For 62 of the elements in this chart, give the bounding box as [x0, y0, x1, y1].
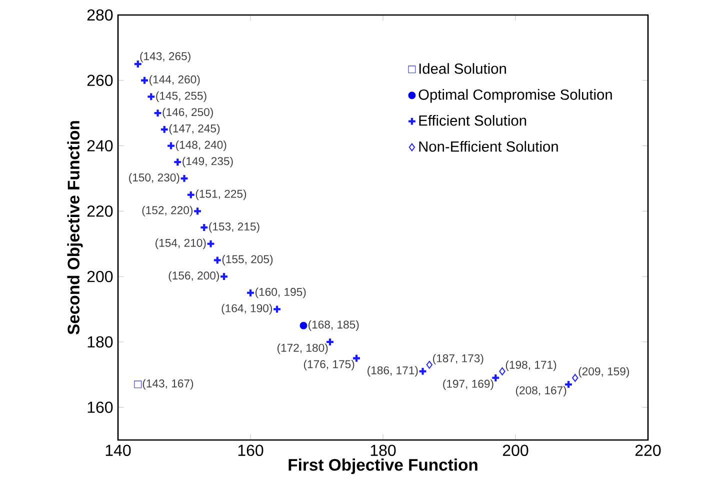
- legend-label: Ideal Solution: [419, 63, 506, 74]
- y-tick-label: 240: [87, 140, 113, 152]
- data-label: (151, 225): [196, 190, 246, 200]
- data-label: (176, 175): [304, 360, 354, 370]
- point: [146, 92, 156, 102]
- x-tick-label: 180: [370, 444, 396, 456]
- point: [426, 360, 433, 369]
- point: [186, 190, 196, 200]
- data-label: (187, 173): [433, 354, 484, 365]
- data-label: (154, 210): [156, 238, 206, 250]
- point: [219, 272, 229, 282]
- x-tick-label: 140: [106, 444, 131, 456]
- point: [140, 76, 150, 85]
- data-label: (145, 255): [156, 91, 206, 102]
- data-label: (160, 195): [255, 288, 306, 298]
- point: [272, 304, 282, 314]
- data-label: (144, 260): [149, 75, 200, 86]
- y-tick-label: 180: [88, 336, 113, 348]
- data-label: (143, 167): [142, 379, 194, 390]
- legend-label: Optimal Compromise Solution: [418, 89, 612, 103]
- point: [166, 141, 176, 150]
- data-label: (155, 205): [222, 254, 273, 266]
- data-label: (197, 169): [443, 379, 494, 390]
- data-label: (143, 265): [140, 52, 190, 62]
- point: [212, 256, 222, 265]
- data-label: (156, 200): [168, 271, 220, 282]
- point: [418, 366, 428, 376]
- data-label: (164, 190): [222, 304, 272, 314]
- data-label: (149, 235): [182, 156, 233, 168]
- data-label: (150, 230): [129, 173, 180, 184]
- point: [173, 158, 182, 167]
- data-label: (186, 171): [368, 366, 418, 377]
- point: [300, 322, 308, 330]
- y-tick-label: 160: [88, 402, 113, 413]
- point: [246, 288, 256, 298]
- data-label: (148, 240): [176, 140, 226, 152]
- data-label: (147, 245): [169, 124, 220, 135]
- y-tick-label: 260: [87, 74, 113, 86]
- data-label: (168, 185): [308, 320, 359, 331]
- y-tick-label: 280: [87, 9, 113, 21]
- x-axis-title: First Objective Function: [288, 458, 478, 474]
- data-label: (146, 250): [162, 108, 213, 118]
- y-axis-title: Second Objective Function: [67, 121, 83, 334]
- y-tick-label: 200: [87, 270, 113, 282]
- point: [200, 222, 209, 232]
- point: [206, 239, 216, 248]
- x-tick-label: 160: [238, 444, 264, 456]
- data-label: (152, 220): [142, 206, 193, 216]
- data-label: (198, 171): [506, 360, 556, 372]
- data-label: (209, 159): [578, 367, 630, 378]
- x-tick-label: 200: [502, 444, 528, 456]
- point: [192, 206, 202, 216]
- legend-label: Efficient Solution: [419, 115, 526, 126]
- point: [572, 374, 578, 382]
- point: [499, 367, 506, 376]
- y-tick-label: 220: [87, 205, 113, 217]
- data-label: (153, 215): [209, 222, 260, 233]
- data-label: (172, 180): [277, 344, 328, 354]
- x-tick-label: 220: [635, 444, 661, 456]
- data-label: (208, 167): [516, 386, 566, 397]
- point: [134, 380, 142, 388]
- legend-label: Non-Efficient Solution: [419, 140, 558, 152]
